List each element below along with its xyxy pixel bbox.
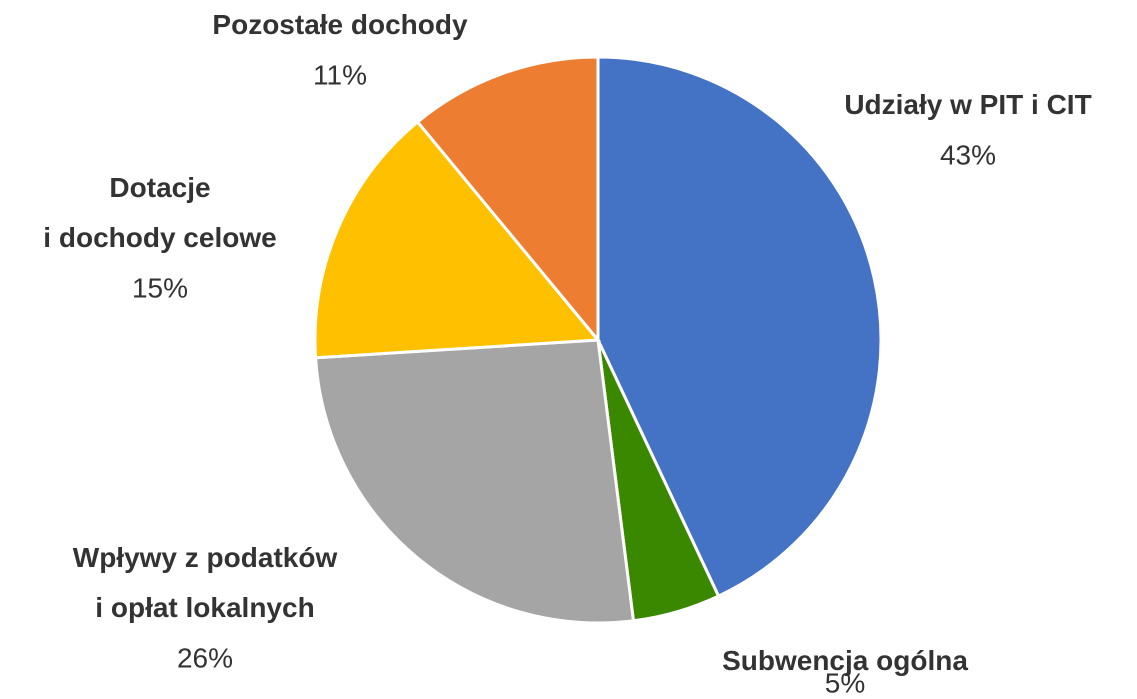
pie-slice [415,55,600,345]
pie-slice [313,119,602,360]
slice-label: Wpływy z podatków i opłat lokalnych [73,542,338,623]
slice-label: Subwencja ogólna [722,645,968,676]
slice-label: Udziały w PIT i CIT [844,89,1091,120]
pie-slice [313,338,636,625]
slice-value-label: 15% [132,272,188,303]
slice-value-label: 5% [825,667,865,698]
pie-slice [596,55,883,599]
slice-value-label: 43% [940,139,996,170]
slice-label: Pozostałe dochody [212,9,468,40]
slice-value-label: 11% [313,59,367,90]
slice-label: Dotacje i dochody celowe [43,172,276,253]
slice-value-label: 26% [177,642,233,673]
